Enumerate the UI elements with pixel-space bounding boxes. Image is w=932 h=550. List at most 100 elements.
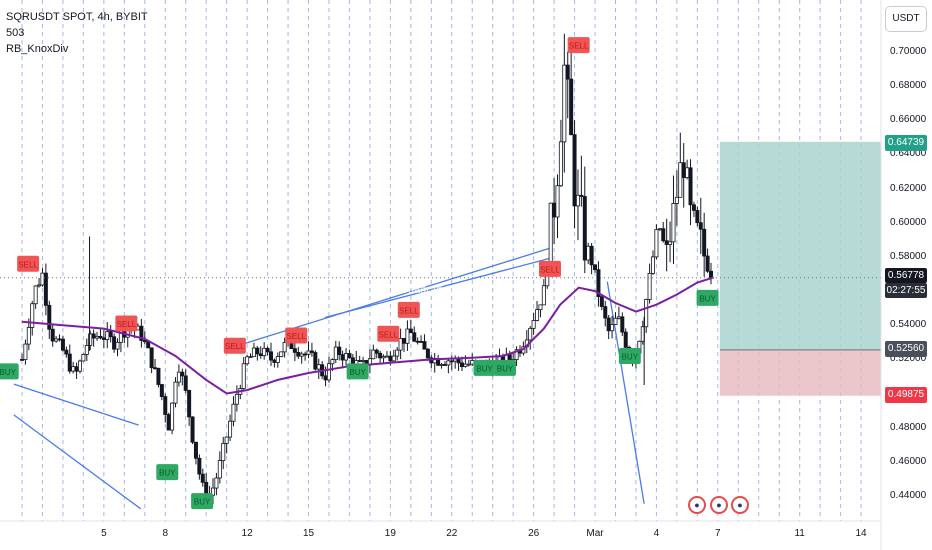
sell-signal-box	[397, 301, 420, 318]
price-tick-label: 0.62000	[890, 182, 927, 194]
candle-body	[19, 358, 24, 361]
candle-body	[347, 353, 352, 359]
candle-body	[197, 457, 202, 475]
candle-body	[156, 367, 161, 385]
buy-signal: BUY	[696, 289, 719, 306]
candle-body	[40, 272, 45, 286]
indicator-name[interactable]: RB_KnoxDiv	[6, 43, 69, 55]
us-flag-event-icon[interactable]: ●	[688, 496, 706, 514]
candle-body	[326, 363, 331, 381]
candle-body	[149, 347, 154, 369]
price-tick-label: 0.68000	[890, 80, 927, 92]
buy-signal-text: BUY	[349, 368, 366, 377]
candle-body	[81, 354, 86, 362]
target-price-label: 0.64739	[885, 135, 927, 151]
time-tick-label: 7	[715, 528, 721, 539]
candle-body	[217, 460, 222, 479]
candle-body	[193, 441, 198, 459]
candle-body	[558, 141, 563, 187]
buy-signal: BUY	[191, 493, 214, 510]
time-tick-label: 14	[855, 528, 867, 539]
watermark-handle: @magicsquareio	[400, 225, 483, 237]
buy-signal-text: BUY	[0, 368, 17, 377]
candle-body	[651, 256, 656, 274]
candle-body	[221, 443, 226, 461]
candle-body	[166, 414, 171, 431]
price-tick-label: 0.46000	[890, 455, 927, 467]
candle-body	[228, 420, 233, 438]
candle-body	[190, 416, 195, 443]
candle-body	[187, 390, 192, 418]
candle-body	[657, 228, 662, 231]
candle-body	[47, 304, 52, 330]
candle-body	[26, 327, 31, 345]
candle-body	[586, 245, 591, 261]
candle-body	[357, 360, 362, 362]
ma-line	[21, 276, 714, 395]
candle-body	[398, 338, 403, 351]
candle-body	[258, 353, 263, 357]
candle-body	[60, 338, 65, 351]
candle-body	[456, 358, 461, 364]
candle-body	[340, 354, 345, 361]
candle-body	[620, 316, 625, 333]
candle-body	[422, 341, 427, 350]
candle-body	[562, 64, 567, 143]
candle-body	[698, 222, 703, 230]
trend-line	[324, 257, 553, 319]
candle-body	[661, 228, 666, 242]
candle-body	[708, 270, 713, 278]
candle-body	[569, 78, 574, 136]
price-tick-label: 0.60000	[890, 216, 927, 228]
currency-button[interactable]: USDT	[885, 6, 927, 32]
candle-body	[616, 316, 621, 319]
price-tick-label: 0.58000	[890, 250, 927, 262]
us-flag-event-icon[interactable]: ●	[710, 496, 728, 514]
candle-body	[538, 304, 543, 311]
candle-body	[371, 349, 376, 360]
candle-body	[296, 351, 301, 357]
sell-signal-box	[567, 37, 590, 54]
stop-price-label: 0.49875	[885, 387, 927, 403]
candle-body	[241, 363, 246, 389]
candle-body	[439, 364, 444, 366]
candle-body	[419, 340, 424, 343]
candle-body	[146, 341, 151, 349]
sell-signal: SELL	[377, 325, 400, 342]
candle-body	[306, 350, 311, 355]
entry-price-label: 0.52560	[885, 341, 927, 357]
time-tick-label: 8	[162, 528, 169, 539]
price-tick-label: 0.70000	[890, 46, 927, 57]
candle-body	[446, 360, 451, 366]
candle-body	[378, 352, 383, 359]
candle-body	[402, 338, 407, 344]
candle-body	[255, 347, 260, 355]
candle-body	[603, 306, 608, 319]
sell-signal-text: SELL	[286, 332, 306, 341]
candle-body	[361, 360, 366, 362]
candle-body	[200, 473, 205, 483]
candle-body	[262, 347, 267, 357]
time-tick-label: 19	[384, 528, 396, 539]
candle-body	[415, 340, 420, 343]
buy-signal-box	[346, 363, 369, 380]
time-tick-label: 12	[241, 528, 253, 539]
legend-value: 503	[6, 27, 25, 39]
buy-signal: BUY	[473, 359, 496, 376]
candle-body	[303, 353, 308, 356]
candle-body	[466, 363, 471, 366]
us-flag-event-icon[interactable]: ●	[731, 496, 749, 514]
candle-body	[674, 196, 679, 204]
buy-signal-box	[473, 359, 496, 376]
sell-signal: SELL	[285, 327, 308, 344]
moving-average	[21, 276, 714, 395]
candle-body	[344, 353, 349, 361]
vertical-gridlines	[21, 0, 862, 521]
candle-body	[43, 272, 48, 306]
symbol-title[interactable]: SQRUSDT SPOT, 4h, BYBIT	[6, 11, 148, 23]
candle-body	[425, 348, 430, 359]
watermark-name: Cuadrado mágico	[400, 284, 487, 296]
candle-body	[309, 350, 314, 353]
candle-body	[412, 332, 417, 342]
